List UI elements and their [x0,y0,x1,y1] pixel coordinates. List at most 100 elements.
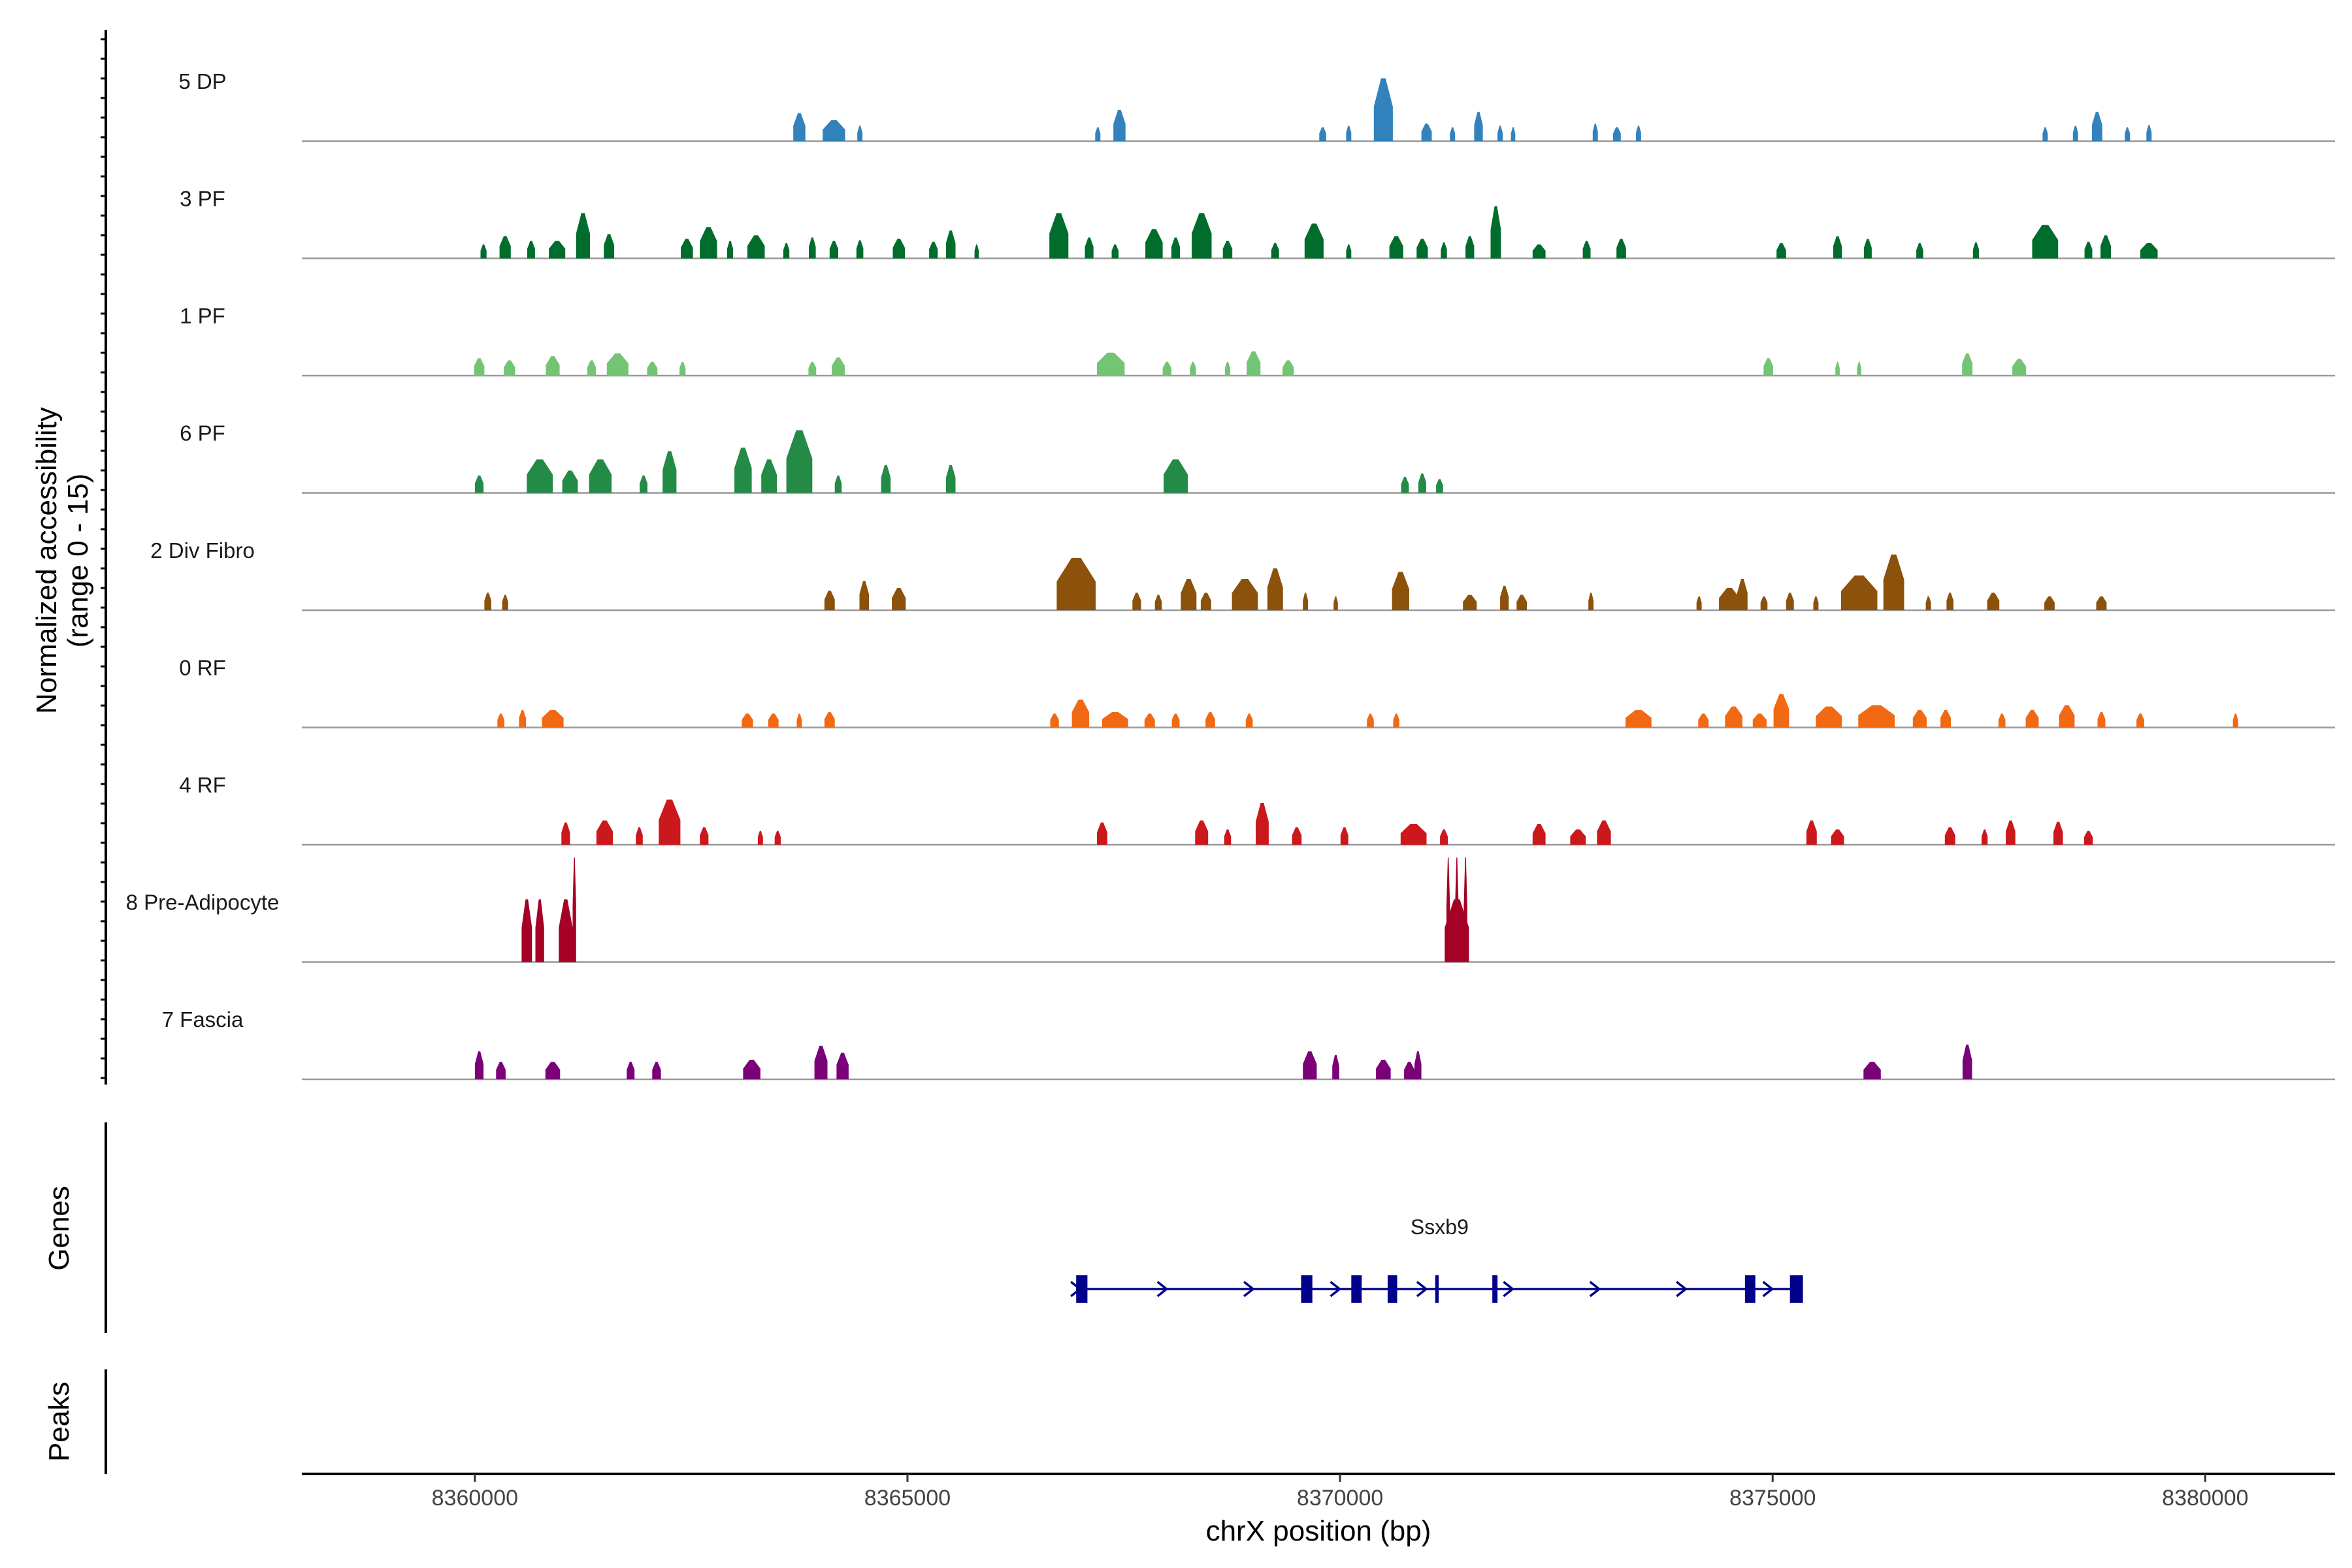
coverage-peak [2044,596,2055,610]
coverage-peak [1144,713,1155,728]
coverage-peak [474,1051,484,1079]
coverage-peak [761,459,777,493]
strand-arrow-icon [1589,1281,1601,1298]
coverage-peak [1972,242,1980,259]
coverage-peak [1592,123,1598,141]
track-label: 2 Div Fibro [150,538,255,563]
gene-exon [1492,1275,1498,1303]
track-label: 1 PF [180,304,225,328]
coverage-peak [814,1045,828,1079]
coverage-peak [700,827,709,845]
coverage-peak [1500,585,1509,610]
x-tick-label: 8380000 [2162,1486,2248,1511]
coverage-peak [836,1053,849,1079]
coverage-peak [504,360,515,376]
coverage-peak [945,230,956,259]
coverage-peak [747,235,765,259]
coverage-peak [2091,112,2102,141]
coverage-peak [1416,238,1428,259]
coverage-peak [652,1062,661,1079]
coverage-peak [546,356,560,376]
coverage-peak [1588,593,1594,610]
coverage-peak [1831,829,1844,845]
coverage-peak [727,240,734,259]
coverage-peak [519,710,526,728]
coverage-peak [2072,125,2078,141]
coverage-peak [1282,360,1294,376]
coverage-peak [549,240,566,259]
coverage-peak [1883,554,1904,610]
gene-track [1070,1275,1803,1303]
peaks-panel-title: Peaks [43,1382,75,1462]
coverage-peak [1333,596,1338,610]
coverage-peak [1440,829,1448,845]
y-axis-title-line1: Normalized accessibility [31,407,63,713]
coverage-peak [832,357,845,376]
coverage-peak [1760,596,1768,610]
coverage-peak [1195,820,1209,845]
coverage-peak [1840,575,1878,610]
coverage-peak [1925,596,1931,610]
coverage-peak [562,470,578,493]
track-8-pre-adipocyte: 8 Pre-Adipocyte [126,857,2335,963]
coverage-peak [1222,240,1233,259]
coverage-peak [1171,713,1180,728]
coverage-peak [596,820,613,845]
coverage-peak [679,361,686,376]
coverage-peak [1393,713,1399,728]
coverage-peak [1319,127,1326,141]
coverage-peak [589,459,612,493]
track-7-fascia: 7 Fascia [162,1007,2335,1081]
coverage-peak [768,713,779,728]
track-label: 7 Fascia [162,1007,244,1032]
coverage-peak [2100,235,2111,259]
coverage-peak [535,899,544,962]
coverage-peak [1532,824,1546,845]
coverage-peak [1303,1051,1317,1079]
coverage-peak [1373,78,1393,141]
coverage-peak [1445,899,1469,962]
coverage-peak [576,213,590,259]
y-axis-title-line2: (range 0 - 15) [62,474,94,648]
coverage-peak [561,822,570,845]
coverage-peak [559,899,573,962]
coverage-peak [1392,572,1409,610]
coverage-peak [587,360,596,376]
coverage-peak [2084,830,2093,845]
coverage-peak [834,475,842,493]
coverage-peak [502,595,508,610]
genes-panel-title: Genes [43,1186,75,1271]
coverage-peak [496,1062,506,1079]
coverage-peak [1071,699,1090,728]
coverage-peak [808,361,817,376]
coverage-peak [1414,1051,1422,1079]
coverage-peak [681,238,693,259]
coverage-peak [796,713,802,728]
coverage-peak [627,1062,635,1079]
coverage-peak [1181,579,1197,610]
coverage-peak [2146,125,2152,141]
coverage-peak [1474,112,1483,141]
coverage-peak [1346,125,1352,141]
coverage-peak [497,713,504,728]
coverage-peak [734,448,752,493]
track-label: 6 PF [180,421,225,446]
x-axis-title: chrX position (bp) [1206,1515,1431,1547]
track-5-dp: 5 DP [178,69,2335,142]
coverage-peak [1418,473,1426,493]
coverage-peak [2012,359,2027,376]
coverage-peak [1303,593,1309,610]
coverage-peak [527,459,553,493]
gene-exon [1387,1275,1397,1303]
coverage-peak [742,713,753,728]
coverage-peak [1267,568,1283,610]
gene-exon [1351,1275,1362,1303]
coverage-peak [2042,127,2048,141]
coverage-peak [757,830,763,845]
coverage-peak [2140,243,2158,259]
coverage-peak [1776,243,1786,259]
coverage-peak [974,244,979,259]
gene-exon [1076,1275,1088,1303]
coverage-peak [1097,352,1125,376]
